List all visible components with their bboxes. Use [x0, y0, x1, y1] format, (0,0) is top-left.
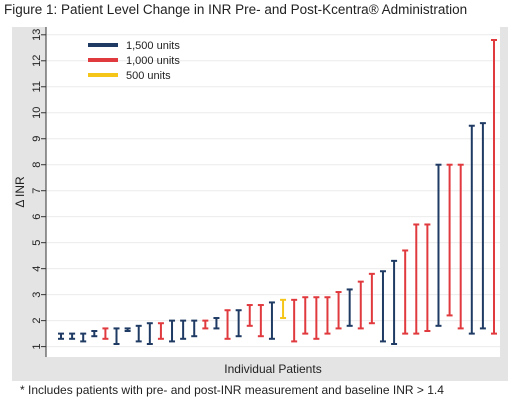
patient-range — [457, 163, 464, 330]
patient-range — [413, 223, 420, 335]
legend: 1,500 units 1,000 units 500 units — [88, 40, 180, 82]
patient-range — [102, 327, 109, 340]
patient-range — [224, 309, 231, 340]
y-tick-label: 8 — [31, 162, 43, 168]
patient-range — [435, 163, 442, 327]
y-tick-label: 1 — [31, 344, 43, 350]
patient-range — [246, 304, 253, 327]
y-tick-label: 12 — [31, 55, 43, 67]
patient-range — [346, 288, 353, 327]
figure-title: Figure 1: Patient Level Change in INR Pr… — [4, 2, 468, 17]
patient-range — [146, 322, 153, 346]
patient-range — [235, 309, 242, 338]
patient-range — [157, 322, 164, 340]
patient-range — [191, 319, 198, 338]
y-tick-label: 7 — [31, 188, 43, 194]
patient-range — [58, 332, 64, 340]
footnote: * Includes patients with pre- and post-I… — [20, 383, 444, 397]
x-axis-title: Individual Patients — [224, 362, 321, 376]
patient-range — [357, 280, 364, 330]
y-tick-label: 11 — [31, 81, 43, 92]
legend-item: 1,500 units — [88, 40, 180, 52]
patient-range — [69, 332, 76, 340]
patient-range — [113, 327, 120, 346]
patient-range — [124, 327, 131, 333]
patient-range — [391, 259, 398, 346]
patient-range — [169, 319, 176, 343]
range-bars — [58, 38, 497, 346]
patient-range — [291, 298, 298, 343]
patient-range — [313, 296, 320, 340]
gridlines — [46, 34, 500, 348]
patient-range — [379, 270, 386, 343]
patient-range — [180, 319, 187, 340]
y-tick-label: 4 — [31, 266, 43, 272]
patient-range — [213, 317, 220, 330]
y-tick-label: 5 — [31, 240, 43, 246]
patient-range — [135, 324, 142, 343]
patient-range — [280, 298, 287, 320]
y-axis-title: Δ INR — [13, 176, 27, 208]
legend-label: 500 units — [126, 70, 171, 82]
patient-range — [302, 296, 309, 335]
patient-range — [80, 332, 87, 343]
patient-range — [424, 223, 431, 333]
legend-label: 1,000 units — [126, 55, 180, 67]
y-tick-label: 2 — [31, 318, 43, 324]
legend-item: 500 units — [88, 70, 171, 82]
y-tick-label: 13 — [31, 29, 43, 41]
patient-range — [468, 124, 475, 335]
patient-range — [335, 291, 342, 330]
patient-range — [202, 319, 209, 330]
y-tick-label: 10 — [31, 107, 43, 119]
patient-range — [91, 330, 98, 338]
patient-range — [446, 163, 453, 317]
y-tick-label: 6 — [31, 214, 43, 220]
legend-item: 1,000 units — [88, 55, 180, 67]
patient-range — [479, 122, 486, 330]
patient-range — [368, 272, 375, 325]
patient-range — [324, 296, 331, 335]
patient-range — [491, 38, 497, 335]
y-tick-label: 9 — [31, 136, 43, 142]
patient-range — [257, 304, 264, 338]
patient-range — [268, 301, 275, 340]
y-tick-label: 3 — [31, 292, 43, 298]
legend-label: 1,500 units — [126, 40, 180, 52]
patient-range — [402, 249, 409, 335]
